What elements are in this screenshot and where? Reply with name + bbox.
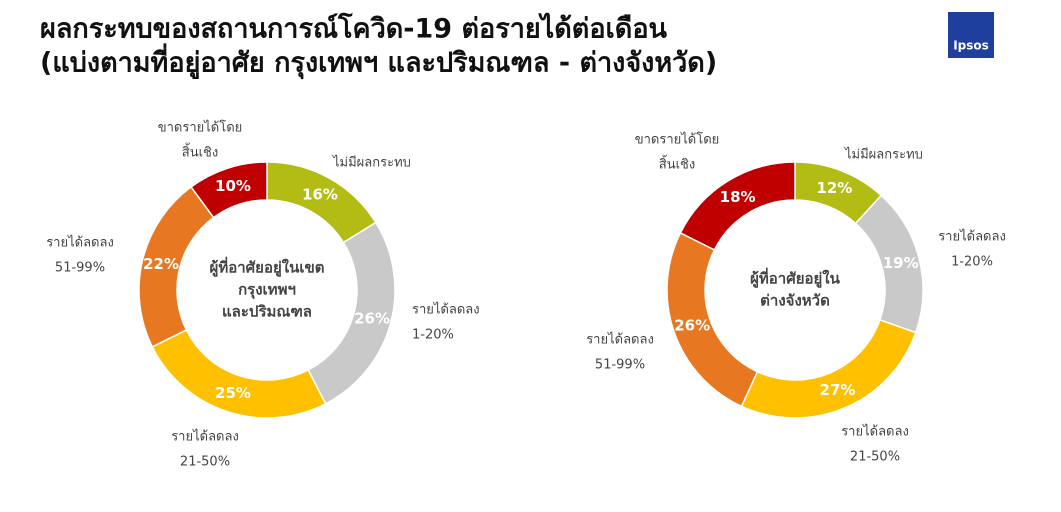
data-label: 19% — [883, 254, 919, 272]
data-label: 12% — [816, 179, 852, 197]
center-label: ผู้ที่อาศัยอยู่ใน — [750, 268, 841, 289]
title-line: (แบ่งตามที่อยู่อาศัย กรุงเทพฯ และปริมณฑล… — [40, 43, 717, 80]
category-label: รายได้ลดลง — [412, 302, 480, 318]
data-label: 27% — [820, 381, 856, 399]
donut-segment — [679, 161, 796, 251]
category-label: ไม่มีผลกระทบ — [844, 147, 923, 163]
category-label: ขาดรายได้โดย — [158, 120, 243, 136]
data-label: 25% — [215, 384, 251, 402]
category-label: สิ้นเชิง — [182, 143, 219, 161]
category-label: รายได้ลดลง — [46, 235, 114, 251]
data-label: 26% — [354, 310, 390, 328]
logo: Ipsos — [953, 39, 989, 53]
center-label: ผู้ที่อาศัยอยู่ในเขต — [210, 257, 325, 278]
category-label: 1-20% — [951, 255, 993, 270]
category-label: 21-50% — [180, 455, 230, 470]
category-label: สิ้นเชิง — [659, 155, 696, 173]
data-label: 22% — [143, 255, 179, 273]
data-label: 10% — [215, 177, 251, 195]
data-label: 16% — [302, 185, 338, 203]
donut-segment — [151, 328, 327, 419]
category-label: ขาดรายได้โดย — [635, 132, 720, 148]
logo-box — [948, 12, 994, 58]
category-label: 1-20% — [412, 328, 454, 343]
data-label: 18% — [720, 188, 756, 206]
donut-segment — [740, 318, 917, 419]
center-label: ต่างจังหวัด — [760, 292, 830, 310]
data-label: 26% — [674, 317, 710, 335]
category-label: รายได้ลดลง — [938, 229, 1006, 245]
category-label: ไม่มีผลกระทบ — [332, 155, 411, 171]
category-label: รายได้ลดลง — [586, 332, 654, 348]
category-label: รายได้ลดลง — [841, 424, 909, 440]
category-label: 51-99% — [595, 358, 645, 373]
category-label: 51-99% — [55, 261, 105, 276]
donut-segment — [190, 161, 268, 219]
category-label: รายได้ลดลง — [171, 429, 239, 445]
title-line: ผลกระทบของสถานการณ์โควิด-19 ต่อรายได้ต่อ… — [40, 12, 668, 45]
category-label: 21-50% — [850, 450, 900, 465]
center-label: และปริมณฑล — [222, 303, 312, 321]
center-label: กรุงเทพฯ — [238, 281, 296, 300]
